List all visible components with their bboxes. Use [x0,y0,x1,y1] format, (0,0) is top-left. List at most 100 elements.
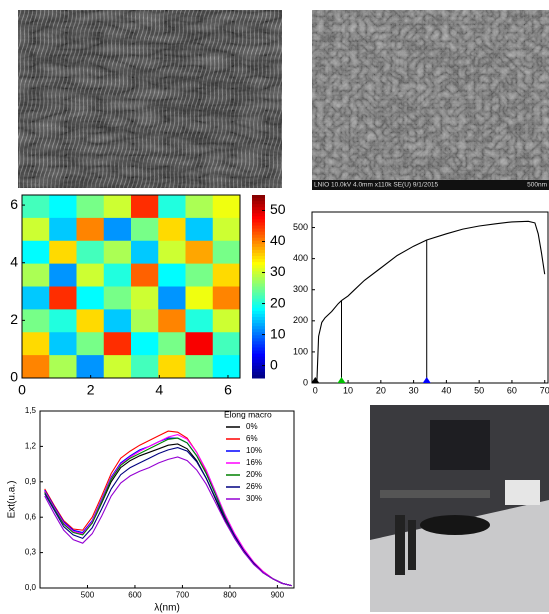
legend-label: 30% [246,494,262,503]
colorbar-step [252,216,265,220]
heat-cell [185,240,214,265]
heat-cell [76,309,105,333]
heat-cell [103,263,132,287]
heat-cell [103,332,132,356]
heat-cell [185,195,214,219]
y-tick-label: 300 [293,284,308,294]
plot-frame [311,211,549,384]
sem-image-right: LNIO 10.0kV 4.0mm x110k SE(U) 9/1/2015 5… [312,10,549,190]
heat-cell [131,240,159,265]
legend-label: 20% [246,470,262,479]
heat-cell [131,309,159,333]
colorbar-step [252,332,265,336]
colorbar-step [252,243,265,248]
sem-image-left [18,10,282,188]
heat-cell [212,217,241,242]
colorbar-step [252,338,265,342]
x-tick-label: 20 [376,385,386,395]
heat-cell [131,217,159,242]
colorbar-step [252,234,265,239]
heat-cell [212,332,241,356]
colorbar-step [252,326,265,330]
colorbar-step [252,350,265,355]
heat-cell [158,286,186,310]
x-tick-label: 700 [176,590,190,599]
y-tick-label: 0,9 [25,477,37,486]
y-tick-label: 1,5 [25,406,37,415]
heat-cell [49,309,77,333]
heat-cell [103,309,132,333]
colorbar-step [252,317,265,321]
legend-label: 6% [246,434,258,443]
x-tick-label: 800 [223,590,237,599]
colorbar-step [252,365,265,370]
colorbar-step [252,246,265,251]
y-tick-label: 0 [10,369,18,385]
heat-cell [212,263,241,287]
y-tick-label: 2 [10,311,18,327]
heat-cell [22,263,50,287]
plot-frame [21,194,241,379]
heat-cell [22,240,50,265]
line-series [314,220,546,384]
colorbar-step [252,313,265,318]
heat-cell [22,309,50,333]
x-tick-label: 60 [507,385,517,395]
colorbar-step [252,240,265,245]
colorbar-step [252,307,265,312]
heat-cell [76,286,105,310]
colorbar-step [252,371,265,376]
x-tick-label: 900 [271,590,285,599]
colorbar-step [252,374,265,379]
colorbar-step [252,201,265,205]
heat-cell [49,286,77,310]
heat-cell [49,332,77,356]
heat-cell [131,195,159,219]
sem-scale: 500nm [527,182,547,189]
marker [422,377,431,383]
x-tick-label: 6 [224,381,232,397]
colorbar-step [252,329,265,333]
colorbar-step [252,207,265,211]
heat-cell [49,240,77,265]
heat-cell [131,355,159,379]
y-tick-label: 0 [303,377,308,387]
line-series [44,456,292,587]
colorbar-label: 40 [270,232,286,248]
heat-cell [185,263,214,287]
heat-cell [103,195,132,219]
x-tick-label: 50 [474,385,484,395]
legend-label: 10% [246,446,262,455]
marker [337,377,346,383]
heat-cell [185,355,214,379]
heat-cell [76,332,105,356]
colorbar-step [252,286,265,291]
heat-cell [212,355,241,379]
lab-photo [370,405,549,612]
colorbar-step [252,368,265,373]
colorbar-step [252,195,265,199]
marker [311,377,320,383]
colorbar-step [252,249,265,254]
colorbar-label: 30 [270,263,286,279]
colorbar-step [252,210,265,214]
heat-cell [76,195,105,219]
colorbar-step [252,310,265,315]
colorbar-step [252,204,265,208]
colorbar-step [252,292,265,297]
colorbar-step [252,225,265,230]
colorbar-step [252,323,265,327]
colorbar-step [252,304,265,309]
heat-cell [158,355,186,379]
heat-cell [76,263,105,287]
colorbar-step [252,228,265,233]
colorbar-step [252,262,265,266]
heat-cell [212,240,241,265]
colorbar-step [252,219,265,223]
colorbar-label: 10 [270,325,286,341]
colorbar-step [252,320,265,324]
colorbar-step [252,231,265,236]
heat-cell [158,263,186,287]
heat-cell [76,240,105,265]
